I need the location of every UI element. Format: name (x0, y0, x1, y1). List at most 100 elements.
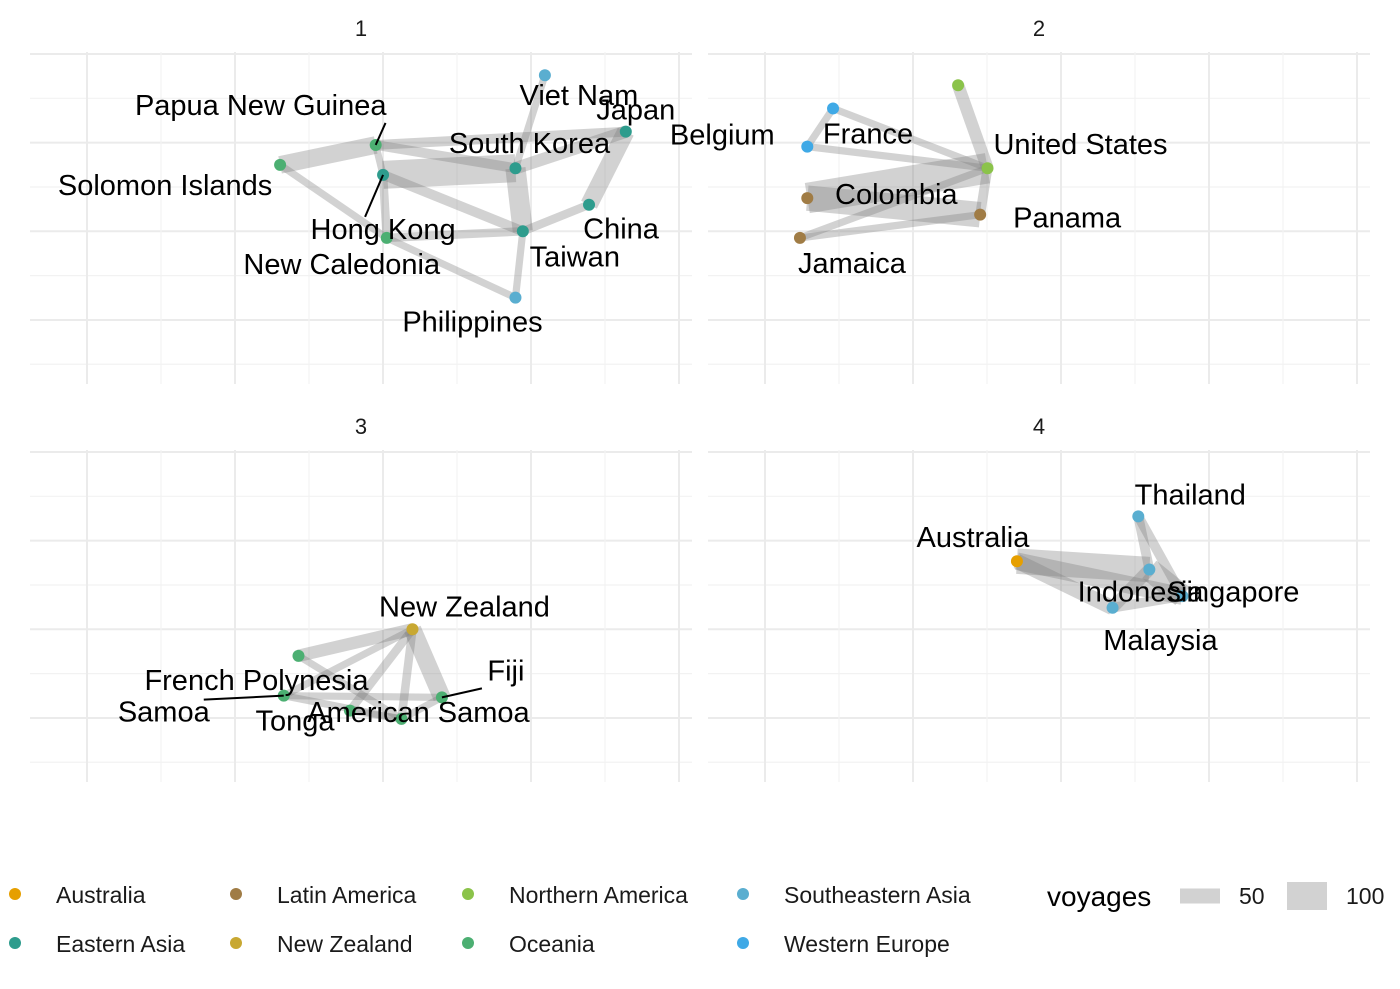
node-thailand (1132, 510, 1145, 523)
node-panama (974, 208, 987, 221)
legend-item-latin-america: Latin America (230, 882, 417, 908)
node-label-united-states: United States (993, 129, 1167, 161)
node-label-jamaica: Jamaica (798, 248, 907, 280)
edge-taiwan-philippines (511, 230, 527, 299)
node-taiwan (516, 225, 529, 238)
panel-grid (30, 52, 692, 384)
edge-singapore-indonesia (1108, 565, 1154, 613)
nodes (1010, 510, 1189, 614)
legend-item-new-zealand: New Zealand (230, 931, 413, 957)
legend-item-australia: Australia (9, 882, 146, 908)
edge-tonga-american-samoa (349, 707, 403, 723)
node-label-singapore: Singapore (1167, 577, 1299, 609)
edge-united-states-panama (975, 167, 993, 216)
node-united-states (981, 162, 994, 175)
node-malaysia (1176, 590, 1189, 603)
edge-united-states-belgium (806, 143, 988, 172)
node-label-panama: Panama (1013, 203, 1122, 235)
legend-label: Australia (56, 882, 146, 908)
panel-grid (30, 450, 692, 782)
node-labels: France Belgium United States Colombia Panama… (670, 118, 1168, 279)
edge-singapore-malaysia (1142, 560, 1190, 605)
node-japan (619, 125, 632, 138)
node-china (583, 198, 596, 211)
node-label-new-zealand: New Zealand (379, 591, 550, 623)
node-label-thailand: Thailand (1135, 479, 1246, 511)
node-solomon-islands (274, 158, 287, 171)
legend: Australia Eastern Asia Latin America New Ze… (9, 881, 1384, 957)
node-tonga (343, 704, 356, 717)
edge-united-states-france (831, 105, 989, 172)
node-south-korea (509, 162, 522, 175)
edge-japan-china (581, 127, 634, 209)
node-northern-america-node (952, 79, 965, 92)
facet-strip-title: 4 (1033, 414, 1045, 439)
legend-item-eastern-asia: Eastern Asia (9, 931, 185, 957)
node-label-samoa: Samoa (118, 697, 211, 729)
node-label-philippines: Philippines (402, 307, 542, 339)
node-label-taiwan: Taiwan (530, 241, 620, 273)
label-leader-line (364, 174, 384, 218)
edge-new-zealand-french-polynesia (297, 623, 414, 662)
legend-label: Northern America (509, 882, 688, 908)
edge-new-zealand-tonga (346, 626, 416, 714)
node-new-caledonia (380, 231, 393, 244)
edge-south-korea-taiwan (505, 167, 533, 233)
edge-china-taiwan (521, 200, 591, 236)
edge-solomon-islands-new-caledonia (278, 161, 389, 241)
panel-grid (708, 450, 1370, 782)
nodes (277, 623, 448, 725)
facet-panel-4: 4 Thailand Australia Singapore Malaysia Indon… (708, 414, 1370, 782)
label-leader-line (374, 122, 387, 146)
node-singapore (1143, 563, 1156, 576)
edge-samoa-fiji (283, 692, 442, 701)
edge-hong-kong-south-korea (382, 154, 517, 189)
edge-new-zealand-fiji (404, 625, 450, 701)
size-legend-item-50: 50 (1180, 883, 1265, 909)
edges (282, 623, 450, 723)
node-jamaica (793, 231, 806, 244)
node-france (827, 102, 840, 115)
node-label-tonga: Tonga (255, 706, 335, 738)
legend-swatch (230, 937, 242, 949)
node-belgium (801, 140, 814, 153)
node-australia (1010, 555, 1023, 568)
edges (278, 74, 634, 301)
legend-swatch (462, 937, 474, 949)
node-indonesia (1106, 601, 1119, 614)
node-french-polynesia (292, 649, 305, 662)
edge-united-states-jamaica (798, 164, 989, 242)
node-label-china: China (583, 214, 660, 246)
legend-item-oceania: Oceania (462, 931, 595, 957)
edge-fiji-american-samoa (399, 694, 444, 723)
legend-label: Eastern Asia (56, 931, 185, 957)
edge-thailand-malaysia (1134, 514, 1187, 599)
legend-label: Western Europe (784, 931, 950, 957)
facet-panel-2: 2 France Belgium United States Colombia Panam… (670, 16, 1370, 384)
edge-colombia-panama (806, 185, 982, 228)
panel-grid (708, 52, 1370, 384)
legend-label: New Zealand (277, 931, 413, 957)
legend-label: Latin America (277, 882, 417, 908)
legend-label: Oceania (509, 931, 595, 957)
size-legend-item-100: 100 (1287, 882, 1384, 910)
facet-strip-title: 3 (355, 414, 367, 439)
edge-australia-malaysia (1015, 552, 1185, 605)
legend-swatch (9, 937, 21, 949)
edge-malaysia-indonesia (1111, 591, 1184, 613)
edge-samoa-american-samoa (283, 692, 403, 723)
facet-strip-title: 2 (1033, 16, 1045, 41)
legend-item-northern-america: Northern America (462, 882, 688, 908)
node-label-japan: Japan (596, 95, 675, 127)
node-label-new-caledonia: New Caledonia (243, 249, 441, 281)
node-label-malaysia: Malaysia (1103, 625, 1218, 657)
edge-united-states-northern-america-node (952, 83, 994, 171)
node-american-samoa (395, 712, 408, 725)
edge-australia-indonesia (1013, 554, 1116, 615)
edge-hong-kong-new-caledonia (378, 174, 391, 239)
nodes (274, 69, 632, 304)
node-labels: Viet Nam Papua New Guinea Solomon Islands S… (58, 80, 675, 338)
legend-swatch (230, 888, 242, 900)
node-labels: Thailand Australia Singapore Malaysia Indone… (917, 479, 1300, 657)
